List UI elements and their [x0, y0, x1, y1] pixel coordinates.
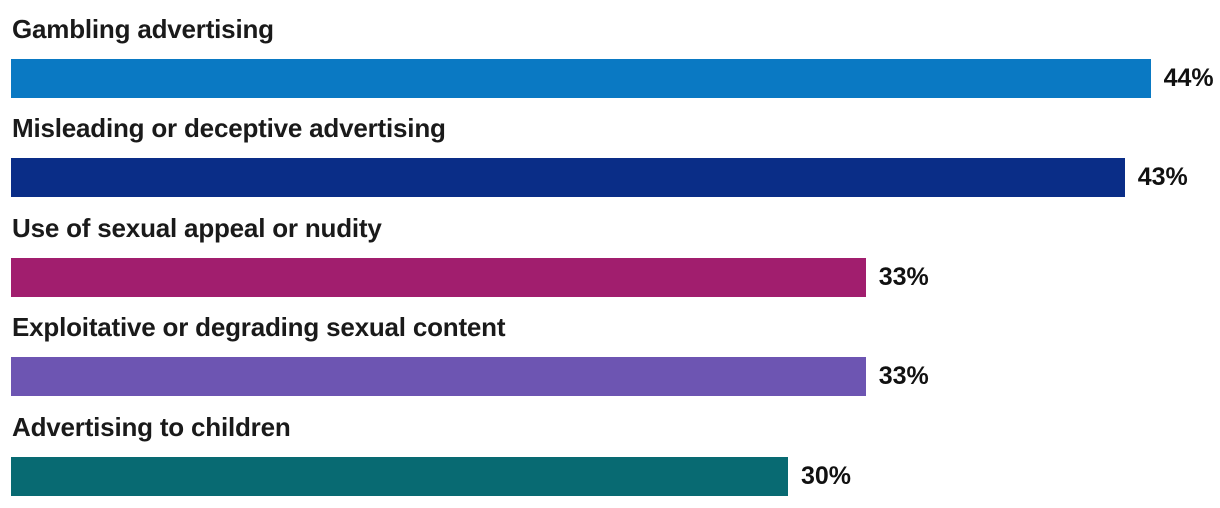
- bar: [11, 456, 788, 496]
- value-label: 30%: [801, 461, 852, 490]
- chart-row: Gambling advertising 44%: [0, 0, 1220, 99]
- bar-line: 43%: [11, 158, 1220, 198]
- bar-line: 33%: [11, 357, 1220, 397]
- chart-row: Exploitative or degrading sexual content…: [0, 298, 1220, 397]
- value-label: 33%: [878, 262, 929, 291]
- category-label: Gambling advertising: [12, 14, 274, 44]
- category-label: Use of sexual appeal or nudity: [12, 212, 382, 243]
- value-label: 33%: [878, 362, 929, 391]
- category-label: Advertising to children: [12, 411, 291, 442]
- bar-line: 44%: [11, 59, 1220, 98]
- chart-row: Misleading or deceptive advertising 43%: [0, 99, 1220, 198]
- category-label: Misleading or deceptive advertising: [12, 113, 446, 144]
- chart-row: Use of sexual appeal or nudity 33%: [0, 199, 1220, 298]
- value-label: 44%: [1163, 64, 1214, 92]
- bar: [11, 158, 1125, 198]
- bar: [11, 59, 1151, 98]
- value-label: 43%: [1137, 163, 1188, 192]
- bar-line: 33%: [11, 257, 1220, 297]
- bar-line: 30%: [11, 456, 1220, 496]
- bar: [11, 257, 866, 297]
- category-label: Exploitative or degrading sexual content: [12, 312, 506, 343]
- bar: [11, 357, 866, 397]
- chart-row: Advertising to children 30%: [0, 398, 1220, 497]
